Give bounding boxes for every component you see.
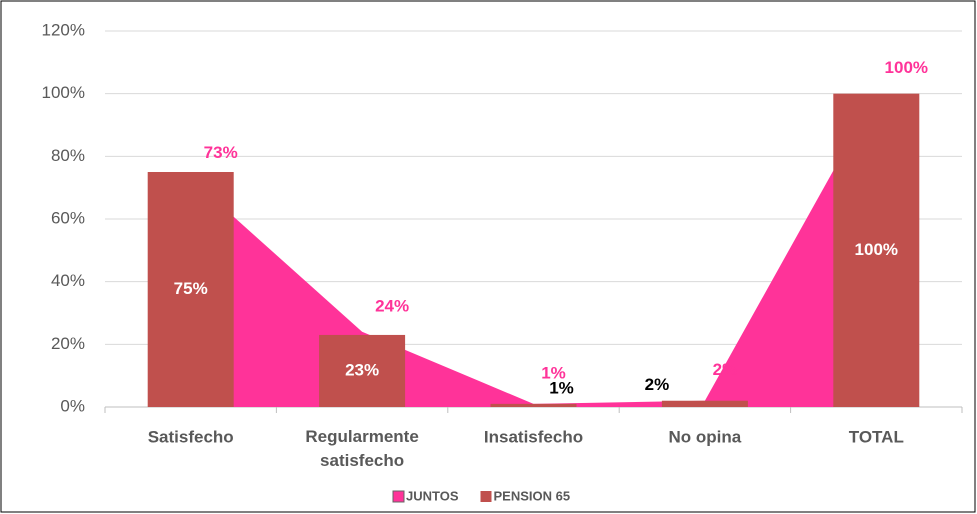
data-label: 1%: [549, 378, 574, 397]
data-label: 2%: [713, 360, 738, 379]
x-tick-label: Satisfecho: [148, 427, 234, 446]
x-tick-label: No opina: [669, 427, 742, 446]
legend-swatch: [392, 490, 405, 503]
y-tick-label: 100%: [42, 83, 85, 102]
x-tick-label: TOTAL: [849, 427, 904, 446]
data-label: 75%: [174, 279, 208, 298]
y-tick-label: 120%: [42, 20, 85, 39]
data-label: 100%: [855, 240, 898, 259]
bar: [490, 403, 577, 407]
y-tick-label: 40%: [51, 271, 85, 290]
data-label: 24%: [375, 296, 409, 315]
bar: [319, 334, 406, 407]
bar: [661, 400, 748, 407]
area: [190, 93, 877, 408]
data-label: 1%: [541, 363, 566, 382]
x-tick-label-line: satisfecho: [320, 451, 404, 470]
y-tick-label: 20%: [51, 334, 85, 353]
data-label: 23%: [345, 360, 379, 379]
y-tick-label: 0%: [60, 396, 85, 415]
data-label: 2%: [645, 375, 670, 394]
legend-label: JUNTOS: [406, 488, 459, 503]
x-tick-label: Insatisfecho: [484, 427, 583, 446]
y-tick-label: 60%: [51, 208, 85, 227]
y-tick-label: 80%: [51, 146, 85, 165]
legend-swatch: [480, 491, 492, 502]
bar: [833, 93, 920, 408]
x-tick-label-line: Regularmente: [305, 427, 418, 446]
bar: [147, 172, 234, 407]
legend-label: PENSION 65: [494, 488, 571, 503]
data-label: 73%: [204, 143, 238, 162]
x-tick-label: Regularmente satisfecho: [305, 427, 418, 470]
data-label: 100%: [885, 58, 928, 77]
